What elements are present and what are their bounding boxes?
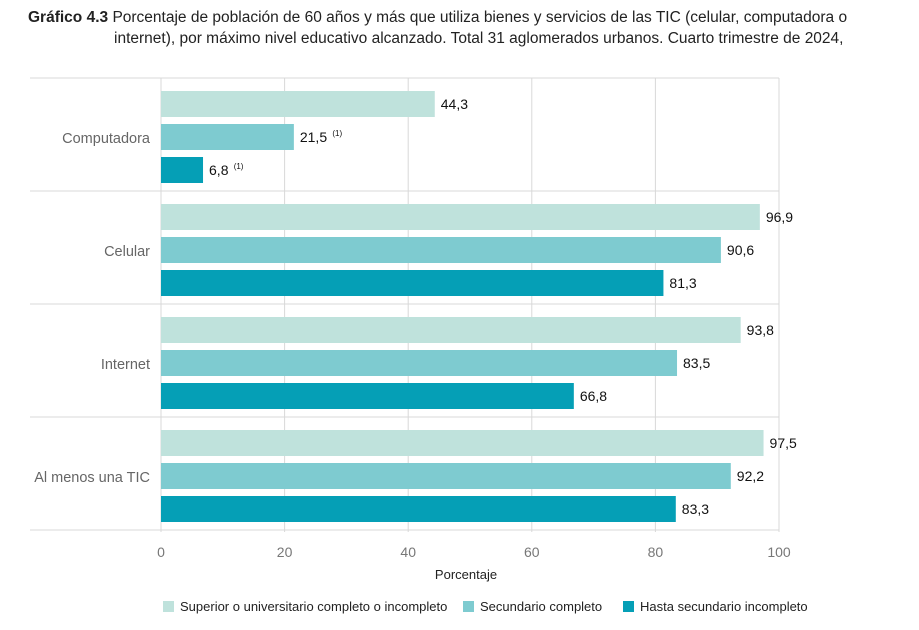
bar-secundario-1 <box>161 237 721 263</box>
legend-label-superior: Superior o universitario completo o inco… <box>180 599 448 614</box>
value-label-hasta-0: 6,8 <box>209 162 229 178</box>
bar-hasta-1 <box>161 270 664 296</box>
value-label-hasta-1: 81,3 <box>669 275 696 291</box>
legend-swatch-secundario <box>463 601 474 612</box>
x-tick-label-60: 60 <box>524 544 540 560</box>
legend-item-secundario: Secundario completo <box>463 599 602 614</box>
chart-title-line-1: Porcentaje de población de 60 años y más… <box>112 9 848 26</box>
bar-superior-2 <box>161 317 741 343</box>
value-label-hasta-2: 66,8 <box>580 388 607 404</box>
x-tick-label-100: 100 <box>767 544 791 560</box>
bar-secundario-0 <box>161 124 294 150</box>
legend-label-secundario: Secundario completo <box>480 599 603 614</box>
bar-chart: 44,3 21,5 (1) 6,8 (1) Computadora 96,9 90,6 81,3… <box>30 77 797 582</box>
value-label-secundario-0: 21,5 <box>300 129 327 145</box>
category-label-1: Celular <box>104 244 150 260</box>
bar-hasta-2 <box>161 383 574 409</box>
bar-hasta-3 <box>161 496 676 522</box>
bar-superior-1 <box>161 204 760 230</box>
x-tick-label-0: 0 <box>157 544 165 560</box>
x-tick-label-40: 40 <box>400 544 416 560</box>
note-label-secundario-0: (1) <box>332 129 342 138</box>
category-label-0: Computadora <box>62 131 151 147</box>
x-tick-label-20: 20 <box>277 544 293 560</box>
legend-label-hasta: Hasta secundario incompleto <box>640 599 808 614</box>
legend-item-hasta: Hasta secundario incompleto <box>623 599 808 614</box>
chart-title-line-2: internet), por máximo nivel educativo al… <box>114 30 844 47</box>
category-label-3: Al menos una TIC <box>34 470 150 486</box>
bar-hasta-0 <box>161 157 204 183</box>
chart-number: Gráfico 4.3 <box>28 9 109 26</box>
value-label-secundario-3: 92,2 <box>737 468 764 484</box>
bar-secundario-3 <box>161 463 731 489</box>
value-label-superior-0: 44,3 <box>441 96 468 112</box>
x-tick-label-80: 80 <box>648 544 664 560</box>
bar-superior-3 <box>161 430 764 456</box>
category-label-2: Internet <box>101 357 150 373</box>
value-label-superior-1: 96,9 <box>766 209 793 225</box>
chart-title: Gráfico 4.3 Porcentaje de población de 6… <box>28 7 913 49</box>
legend-item-superior: Superior o universitario completo o inco… <box>163 599 447 614</box>
value-label-hasta-3: 83,3 <box>682 501 709 517</box>
value-label-superior-3: 97,5 <box>770 435 797 451</box>
value-label-superior-2: 93,8 <box>747 322 774 338</box>
value-label-secundario-1: 90,6 <box>727 242 754 258</box>
legend-swatch-hasta <box>623 601 634 612</box>
bar-secundario-2 <box>161 350 678 376</box>
value-label-secundario-2: 83,5 <box>683 355 710 371</box>
chart-legend: Superior o universitario completo o inco… <box>0 599 919 617</box>
x-axis-title: Porcentaje <box>435 567 497 582</box>
note-label-hasta-0: (1) <box>234 162 244 171</box>
bar-superior-0 <box>161 91 435 117</box>
legend-swatch-superior <box>163 601 174 612</box>
